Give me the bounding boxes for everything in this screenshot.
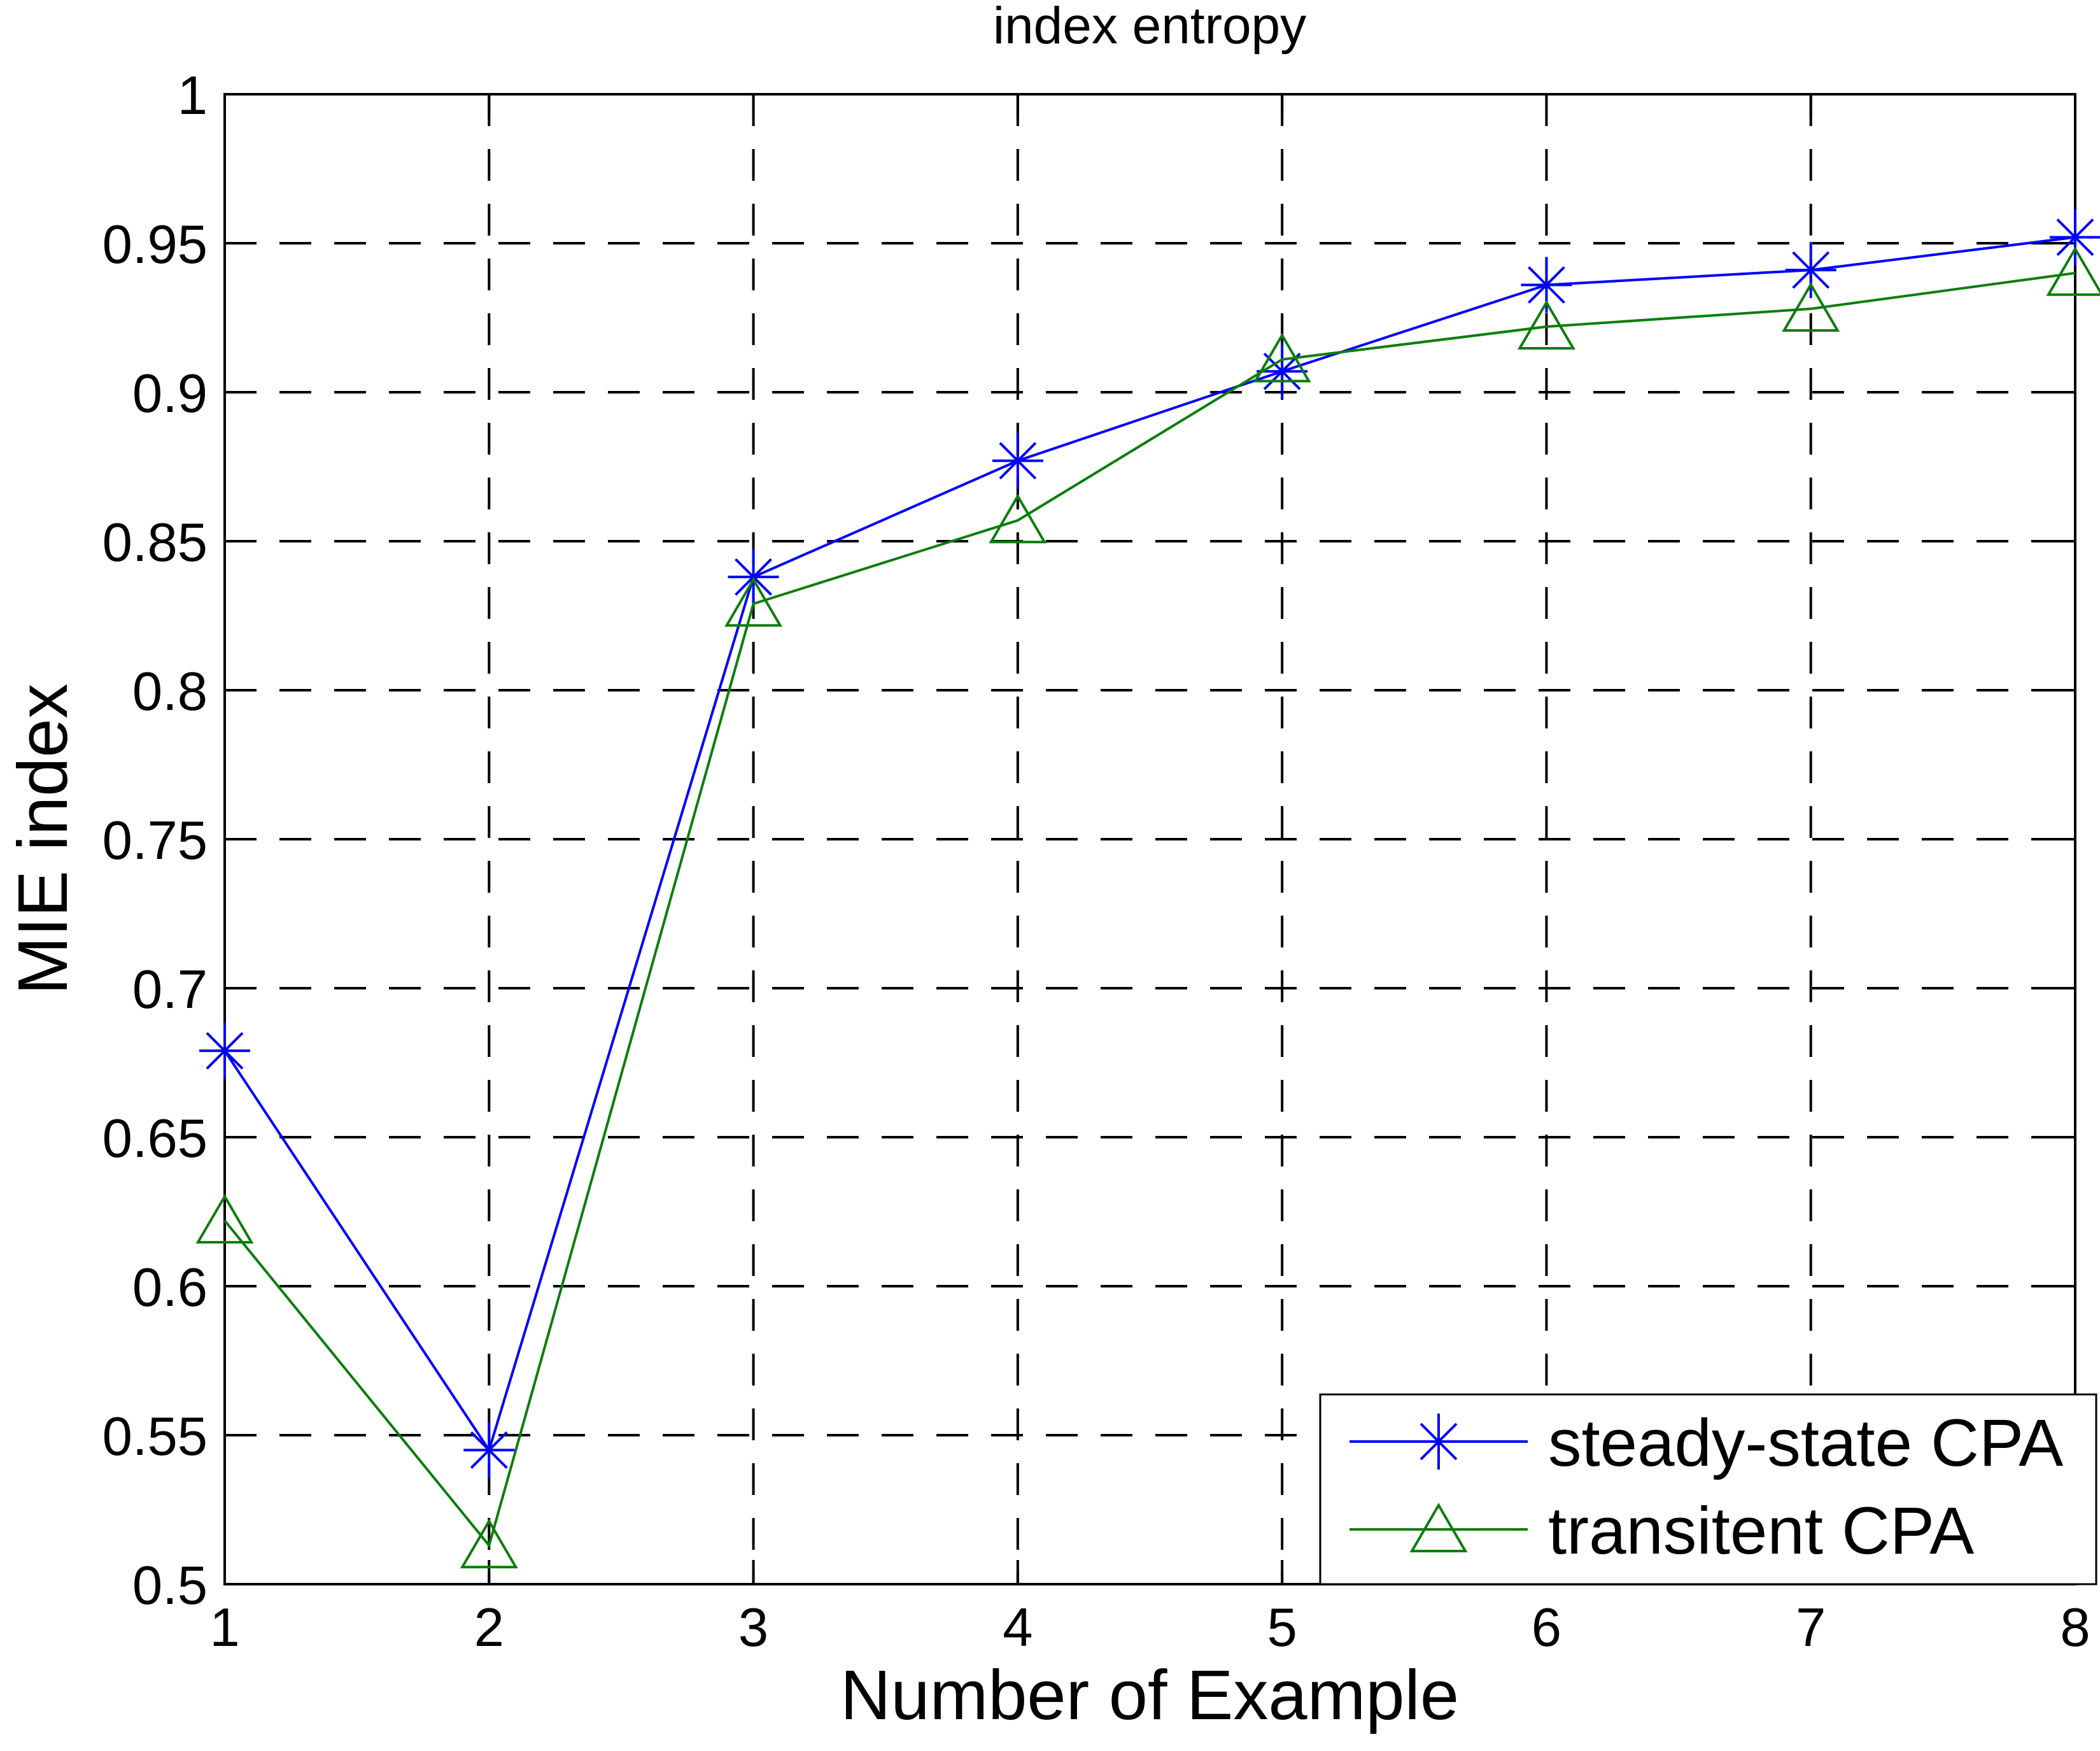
triangle-marker — [2046, 246, 2100, 296]
legend-box — [1319, 1393, 2097, 1585]
legend-label: steady-state CPA — [1548, 1406, 2063, 1480]
asterisk-marker — [463, 1422, 515, 1478]
x-tick-label: 6 — [1532, 1598, 1561, 1658]
triangle-marker — [1517, 300, 1575, 350]
triangle-marker — [195, 1194, 254, 1244]
triangle-marker — [1782, 281, 1840, 332]
y-tick-label: 0.75 — [102, 811, 208, 871]
series-line-transitent-cpa — [223, 271, 2076, 1549]
triangle-marker — [1253, 332, 1311, 383]
triangle-marker — [1409, 1503, 1468, 1552]
asterisk-marker — [728, 549, 779, 606]
x-tick-label: 3 — [738, 1598, 768, 1658]
y-tick-label: 0.65 — [102, 1109, 208, 1169]
y-tick-label: 0.8 — [132, 662, 208, 722]
x-tick-label: 4 — [1003, 1598, 1032, 1658]
x-tick-label: 1 — [209, 1598, 239, 1658]
asterisk-marker — [1785, 242, 1836, 299]
y-tick-label: 0.95 — [102, 215, 208, 275]
y-axis-label: MIE index — [4, 683, 82, 995]
asterisk-marker — [1413, 1414, 1464, 1470]
grid — [225, 94, 2075, 1584]
x-tick-label: 5 — [1267, 1598, 1297, 1658]
y-tick-label: 1 — [178, 66, 208, 126]
triangle-marker — [460, 1519, 518, 1569]
plot-series — [195, 209, 2100, 1569]
triangle-marker — [989, 493, 1047, 544]
x-tick-label: 8 — [2060, 1598, 2090, 1658]
asterisk-marker — [2050, 209, 2100, 266]
legend-label: transitent CPA — [1548, 1494, 1974, 1568]
tick-labels: 10.950.90.850.80.750.70.650.60.550.51 2 3 4… — [102, 66, 2090, 1658]
y-tick-label: 0.55 — [102, 1407, 208, 1467]
y-tick-label: 0.6 — [132, 1258, 208, 1318]
asterisk-marker — [992, 432, 1043, 489]
asterisk-marker — [199, 1023, 250, 1079]
y-tick-label: 0.9 — [132, 364, 208, 424]
x-tick-label: 2 — [474, 1598, 504, 1658]
x-axis-label: Number of Example — [840, 1656, 1459, 1734]
triangle-marker — [724, 577, 783, 627]
y-tick-label: 0.7 — [132, 960, 208, 1020]
y-tick-label: 0.85 — [102, 513, 208, 573]
asterisk-marker — [1257, 343, 1308, 400]
y-tick-label: 0.5 — [132, 1556, 208, 1616]
legend: steady-state CPA transitent CPA — [1319, 1393, 2097, 1585]
series-line-steady-state-cpa — [223, 236, 2076, 1454]
x-tick-label: 7 — [1796, 1598, 1826, 1658]
chart-title: index entropy — [993, 0, 1306, 55]
